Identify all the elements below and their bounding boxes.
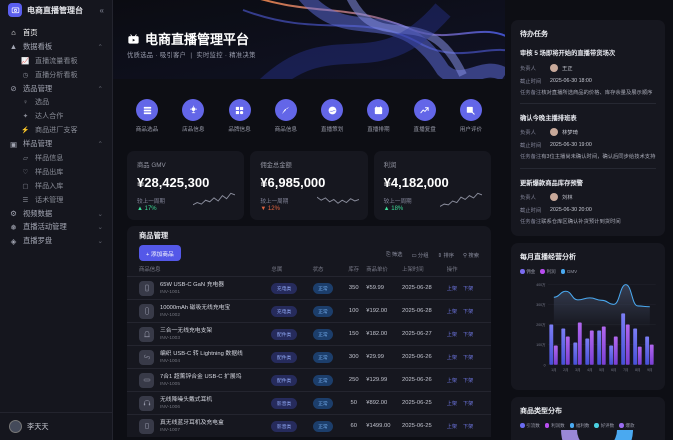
svg-text:7月: 7月 [623, 368, 628, 372]
svg-text:1月: 1月 [551, 368, 556, 372]
svg-text:6月: 6月 [611, 368, 616, 372]
svg-text:2月: 2月 [563, 368, 568, 372]
svg-text:100万: 100万 [536, 343, 546, 347]
svg-text:400万: 400万 [536, 283, 546, 287]
svg-text:3月: 3月 [575, 368, 580, 372]
svg-text:5月: 5月 [599, 368, 604, 372]
svg-text:9月: 9月 [647, 368, 652, 372]
svg-text:8月: 8月 [635, 368, 640, 372]
svg-text:4月: 4月 [587, 368, 592, 372]
svg-text:0: 0 [544, 363, 546, 367]
svg-text:200万: 200万 [536, 323, 546, 327]
svg-text:300万: 300万 [536, 303, 546, 307]
